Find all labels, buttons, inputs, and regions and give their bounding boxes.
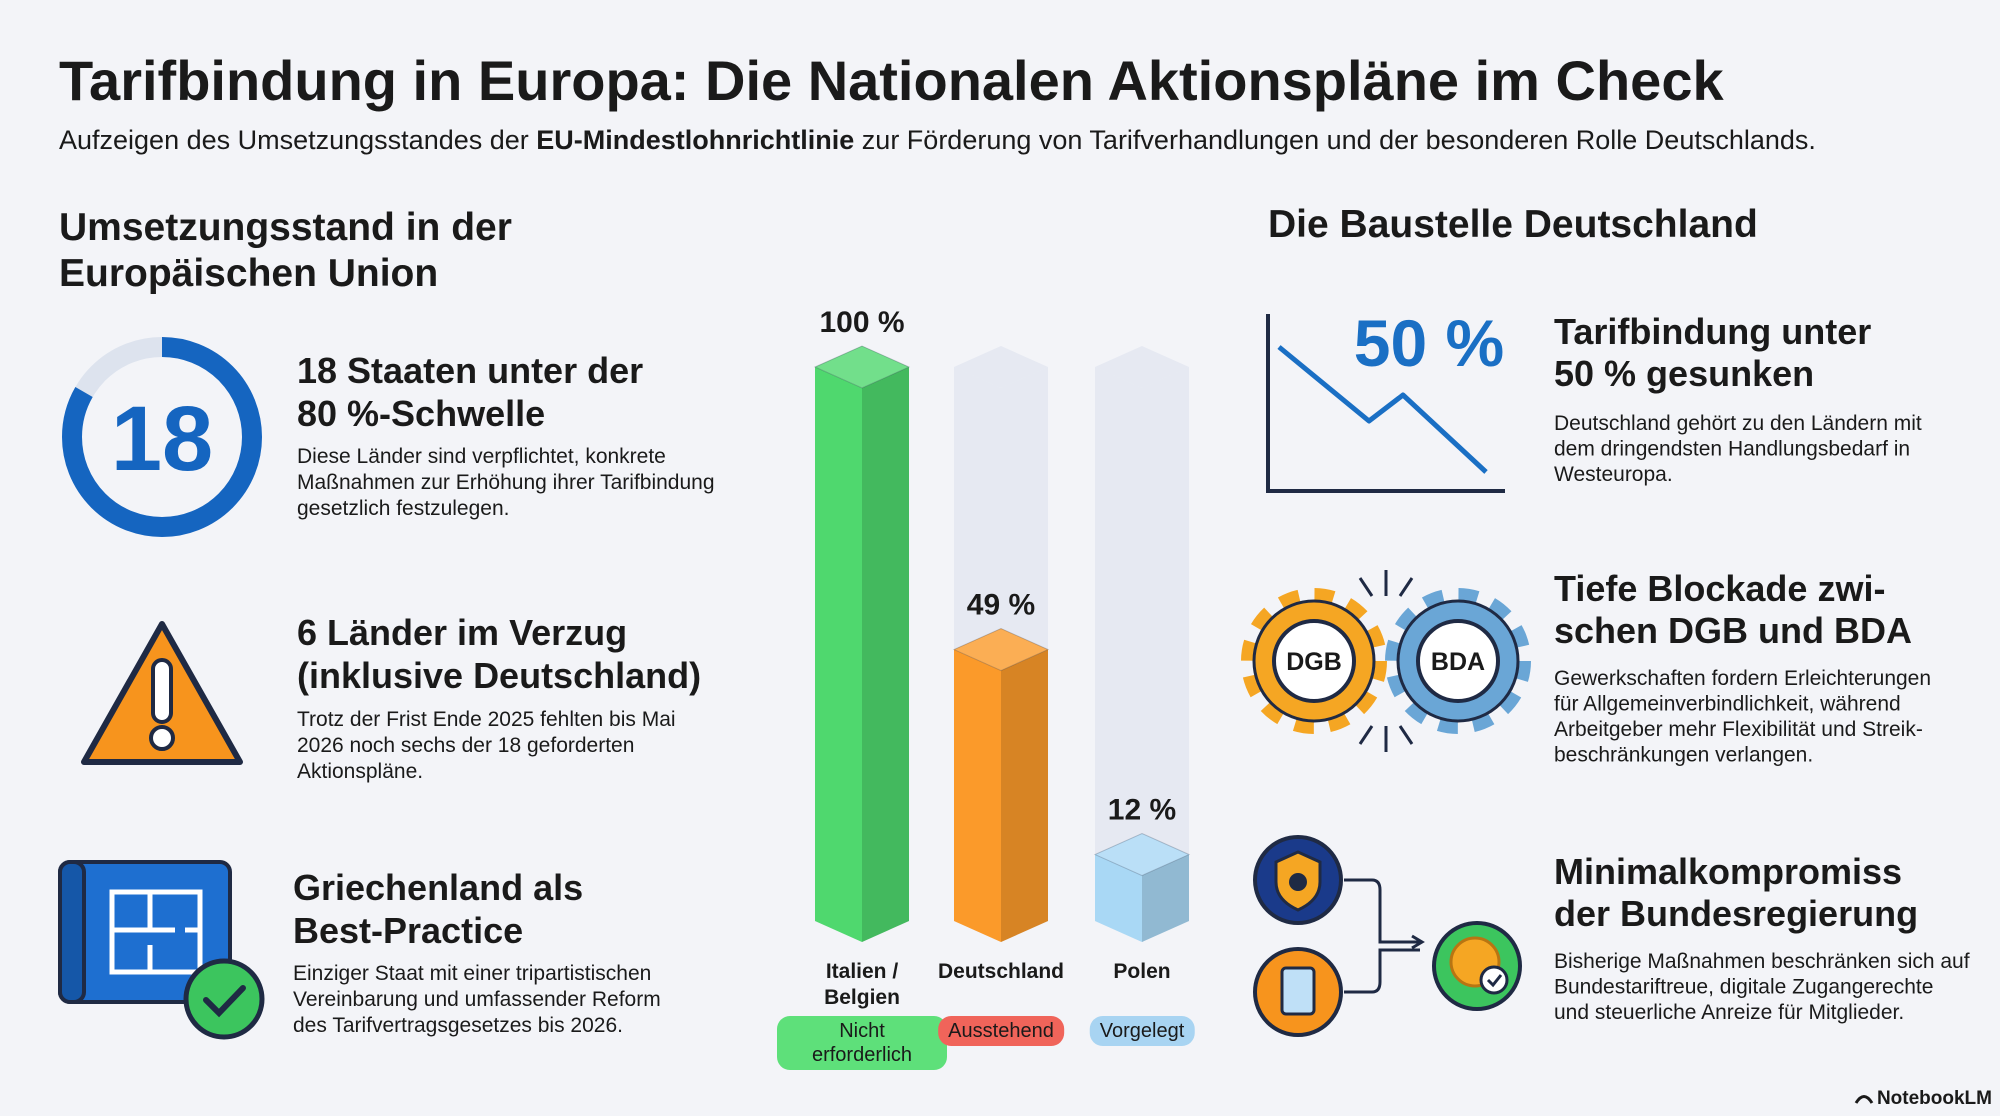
gear-label: DGB — [1286, 648, 1342, 676]
section-heading: Europäischen Union — [59, 252, 438, 295]
value-label: 49 % — [967, 589, 1035, 622]
item-description: Bundestariftreue, digitale Zugangerechte — [1554, 976, 1933, 999]
item-title: Griechenland als — [293, 867, 583, 908]
compromise-icon — [1253, 835, 1522, 1037]
item-description: dem dringendsten Handlungsbedarf in — [1554, 438, 1910, 461]
bar-face — [1095, 346, 1189, 388]
bar-top — [952, 627, 1050, 672]
bar-face — [862, 367, 909, 942]
value-label: 12 % — [1108, 794, 1176, 827]
item-description: Maßnahmen zur Erhöhung ihrer Tarifbindun… — [297, 471, 715, 494]
item-title: schen DGB und BDA — [1554, 610, 1912, 651]
section-heading: Umsetzungsstand in der — [59, 206, 512, 249]
item-description: beschränkungen verlangen. — [1554, 744, 1813, 767]
status-badge: Vorgelegt — [1089, 1016, 1195, 1046]
page-subtitle: Aufzeigen des Umsetzungsstandes der EU-M… — [59, 125, 1816, 155]
item-title: (inklusive Deutschland) — [297, 655, 701, 696]
icon-number: 50 % — [1354, 306, 1504, 380]
item-description: Diese Länder sind verpflichtet, konkrete — [297, 445, 666, 468]
item-description: Deutschland gehört zu den Ländern mit — [1554, 412, 1922, 435]
page-title: Tarifbindung in Europa: Die Nationalen A… — [59, 49, 1724, 112]
item-description: des Tarifvertragsgesetzes bis 2026. — [293, 1014, 623, 1037]
item-description: und steuerliche Anreize für Mitglieder. — [1554, 1001, 1904, 1024]
bar-face — [815, 346, 909, 388]
bar-face — [1142, 367, 1189, 942]
item-description: Aktionspläne. — [297, 760, 423, 783]
brand-logo — [1854, 1095, 1874, 1104]
item-description: Trotz der Frist Ende 2025 fehlten bis Ma… — [297, 708, 676, 731]
section-heading: Die Baustelle Deutschland — [1268, 203, 1758, 246]
item-title: 50 % gesunken — [1554, 353, 1814, 394]
bar-shade — [1001, 649, 1048, 942]
bar-face — [954, 649, 1001, 942]
item-description: gesetzlich festzulegen. — [297, 497, 509, 520]
item-description: Bisherige Maßnahmen beschränken sich auf — [1554, 950, 1970, 973]
bar-face — [1095, 367, 1142, 942]
subtitle-part: zur Förderung von Tarifverhandlungen und… — [854, 125, 1816, 155]
subtitle-part: Aufzeigen des Umsetzungsstandes der — [59, 125, 536, 155]
status-badge: Nicht erforderlich — [777, 1016, 947, 1070]
item-description: Gewerkschaften fordern Erleichterungen — [1554, 667, 1931, 690]
item-description: Westeuropa. — [1554, 463, 1673, 486]
gears-icon — [1241, 570, 1531, 752]
blueprint-icon — [58, 860, 265, 1040]
icon-number: 18 — [111, 388, 213, 490]
status-badge: Ausstehend — [938, 1016, 1064, 1046]
item-title: 6 Länder im Verzug — [297, 612, 627, 653]
category-label: Polen — [1113, 960, 1171, 983]
bar-top — [813, 345, 911, 389]
item-title: 18 Staaten unter der — [297, 350, 643, 391]
bar-top — [1093, 832, 1191, 877]
value-label: 100 % — [819, 306, 904, 339]
bar-face — [1095, 854, 1142, 942]
bar-face — [1142, 854, 1189, 942]
item-description: 2026 noch sechs der 18 geforderten — [297, 734, 634, 757]
item-title: Best-Practice — [293, 910, 523, 951]
bar-face — [954, 628, 1048, 671]
item-description: Einziger Staat mit einer tripartistische… — [293, 962, 651, 985]
bar-face — [815, 367, 862, 942]
item-title: Tiefe Blockade zwi- — [1554, 568, 1885, 609]
bar-shade — [1142, 854, 1189, 942]
bar-face — [1095, 833, 1189, 876]
trend-icon — [1266, 314, 1505, 493]
bar — [1093, 832, 1191, 942]
category-label: Deutschland — [937, 960, 1065, 983]
bar — [813, 345, 911, 942]
brand: NotebookLM — [1877, 1088, 1992, 1109]
item-title: Minimalkompromiss — [1554, 851, 1902, 892]
subtitle-part: EU-Mindestlohnrichtlinie — [536, 125, 854, 155]
warning-icon — [81, 621, 243, 765]
bar — [952, 627, 1050, 942]
item-description: Arbeitgeber mehr Flexibilität und Streik… — [1554, 718, 1923, 741]
gear-label: BDA — [1431, 648, 1485, 676]
category-label: Italien / Belgien — [824, 960, 900, 1009]
bar-face — [954, 346, 1048, 388]
item-title: der Bundesregierung — [1554, 893, 1918, 934]
ring-icon — [62, 337, 262, 537]
item-description: Vereinbarung und umfassender Reform — [293, 988, 661, 1011]
bar-track — [1095, 346, 1189, 942]
item-title: Tarifbindung unter — [1554, 311, 1871, 352]
item-title: 80 %-Schwelle — [297, 393, 545, 434]
item-description: für Allgemeinverbindlichkeit, während — [1554, 693, 1901, 716]
bar-face — [1001, 649, 1048, 942]
bar-shade — [862, 367, 909, 942]
